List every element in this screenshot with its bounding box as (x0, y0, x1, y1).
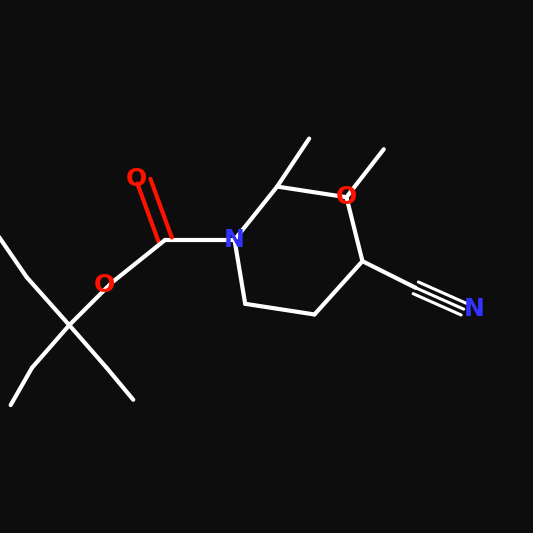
Text: O: O (125, 166, 147, 191)
Text: O: O (336, 185, 357, 209)
Text: O: O (93, 273, 115, 297)
Text: N: N (464, 297, 485, 321)
Text: N: N (224, 228, 245, 252)
